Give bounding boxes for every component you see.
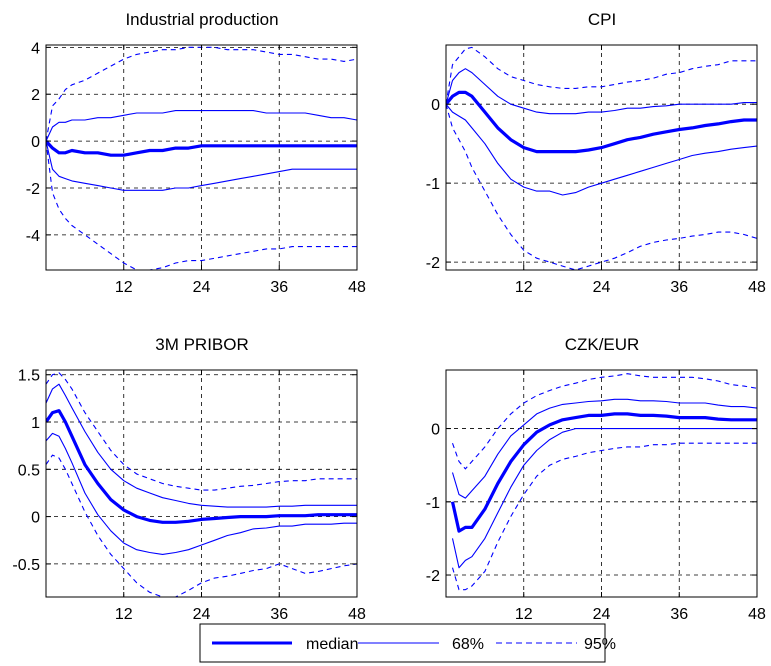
band-95-line xyxy=(446,46,757,105)
x-tick-label: 12 xyxy=(515,279,533,296)
x-tick-label: 48 xyxy=(748,606,766,623)
panel-cpi: CPI 12 24 36 48 -2 -1 0 xyxy=(426,10,766,296)
y-tick-label: 0 xyxy=(431,422,440,439)
plot-area: 12 24 36 48 -2 -1 0 xyxy=(426,369,766,623)
x-tick-label: 36 xyxy=(270,606,288,623)
x-tick-label: 24 xyxy=(593,279,611,296)
legend-label-68: 68% xyxy=(452,636,484,653)
median-line xyxy=(450,412,757,533)
x-tick-label: 36 xyxy=(270,279,288,296)
panel-3m-pribor: 3M PRIBOR 12 24 36 48 -0.5 0 0.5 1 1.5 xyxy=(12,335,366,623)
legend-label-95: 95% xyxy=(584,636,616,653)
y-tick-label: 4 xyxy=(31,40,40,57)
panel-czk-eur: CZK/EUR 12 24 36 48 -2 -1 0 xyxy=(426,335,766,623)
y-tick-label: -4 xyxy=(26,228,40,245)
band-68-line xyxy=(451,428,757,569)
series-group xyxy=(450,373,757,591)
x-tick-label: 24 xyxy=(193,606,211,623)
x-tick-label: 36 xyxy=(670,279,688,296)
series-group xyxy=(46,46,357,270)
band-68-line xyxy=(446,103,757,196)
x-tick-label: 36 xyxy=(670,606,688,623)
y-tick-label: 0 xyxy=(31,510,40,527)
legend: median 68% 95% xyxy=(199,623,616,663)
y-tick-label: 0.5 xyxy=(18,462,40,479)
y-tick-label: 2 xyxy=(31,87,40,104)
band-68-line xyxy=(451,398,757,499)
median-line xyxy=(446,90,757,154)
band-68-line xyxy=(446,68,757,115)
x-tick-label: 24 xyxy=(193,279,211,296)
y-tick-label: -2 xyxy=(26,181,40,198)
panel-title: CZK/EUR xyxy=(565,335,640,354)
band-95-line xyxy=(46,454,357,597)
band-68-line xyxy=(46,432,357,555)
legend-label-median: median xyxy=(306,636,358,653)
band-68-line xyxy=(46,140,357,191)
band-95-line xyxy=(446,104,757,270)
plot-area: 12 24 36 48 -2 -1 0 xyxy=(426,44,766,296)
x-tick-label: 12 xyxy=(115,279,133,296)
x-tick-label: 48 xyxy=(348,279,366,296)
x-tick-label: 24 xyxy=(593,606,611,623)
x-tick-label: 12 xyxy=(515,606,533,623)
y-tick-label: -0.5 xyxy=(12,557,40,574)
panel-title: 3M PRIBOR xyxy=(155,335,249,354)
band-68-line xyxy=(46,110,357,142)
y-tick-label: 0 xyxy=(31,134,40,151)
y-tick-label: -1 xyxy=(426,176,440,193)
y-tick-label: -2 xyxy=(426,255,440,272)
panel-title: CPI xyxy=(588,10,616,29)
plot-area: 12 24 36 48 -0.5 0 0.5 1 1.5 xyxy=(12,368,366,623)
x-tick-label: 48 xyxy=(748,279,766,296)
series-group xyxy=(446,46,757,270)
band-68-line xyxy=(46,383,357,508)
band-95-line xyxy=(46,372,357,491)
y-tick-label: 1.5 xyxy=(18,368,40,385)
x-tick-label: 48 xyxy=(348,606,366,623)
y-tick-label: 0 xyxy=(431,97,440,114)
median-line xyxy=(46,140,357,157)
band-95-line xyxy=(46,141,357,270)
band-95-line xyxy=(451,442,757,591)
x-tick-label: 12 xyxy=(115,606,133,623)
y-tick-label: 1 xyxy=(31,415,40,432)
band-95-line xyxy=(451,373,757,470)
series-group xyxy=(46,372,357,597)
y-tick-label: -2 xyxy=(426,568,440,585)
median-line xyxy=(46,409,357,524)
panel-title: Industrial production xyxy=(125,10,278,29)
y-tick-label: -1 xyxy=(426,495,440,512)
